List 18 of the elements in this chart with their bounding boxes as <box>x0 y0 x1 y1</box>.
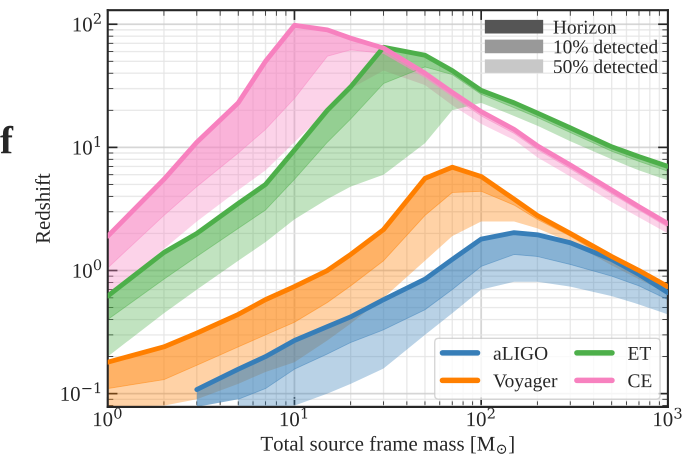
x-tick-label: 10$^{3}$ <box>654 408 682 426</box>
legend-label: ET <box>628 346 651 360</box>
legend-label: CE <box>628 374 652 388</box>
y-axis-title: Redshift <box>35 173 50 244</box>
x-tick-label: 10$^{1}$ <box>280 408 308 426</box>
y-tick-label: 10$^{2}$ <box>74 12 101 32</box>
legend-label: aLIGO <box>494 346 548 360</box>
y-tick-label: 10$^{1}$ <box>74 136 100 155</box>
x-tick-label: 10$^{2}$ <box>467 408 495 426</box>
annotation: 10% detected <box>554 40 658 54</box>
y-tick-label: 10$^{0}$ <box>74 259 102 278</box>
x-tick-label: 10$^{0}$ <box>94 408 122 426</box>
y-tick-label: 10$^{−1}$ <box>62 382 100 401</box>
annotation: 50% detected <box>554 59 658 74</box>
text: f <box>0 126 14 154</box>
annotation: Horizon <box>553 20 616 34</box>
x-axis-title: Total source frame mass [M$_{⊙}$] <box>260 436 514 454</box>
legend-label: Voyager <box>493 374 558 392</box>
